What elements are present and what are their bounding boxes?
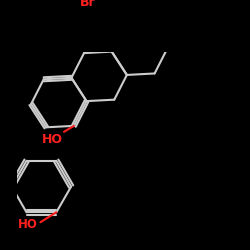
Text: HO: HO [42,133,63,146]
Text: Br: Br [80,0,96,9]
Text: HO: HO [18,218,38,231]
